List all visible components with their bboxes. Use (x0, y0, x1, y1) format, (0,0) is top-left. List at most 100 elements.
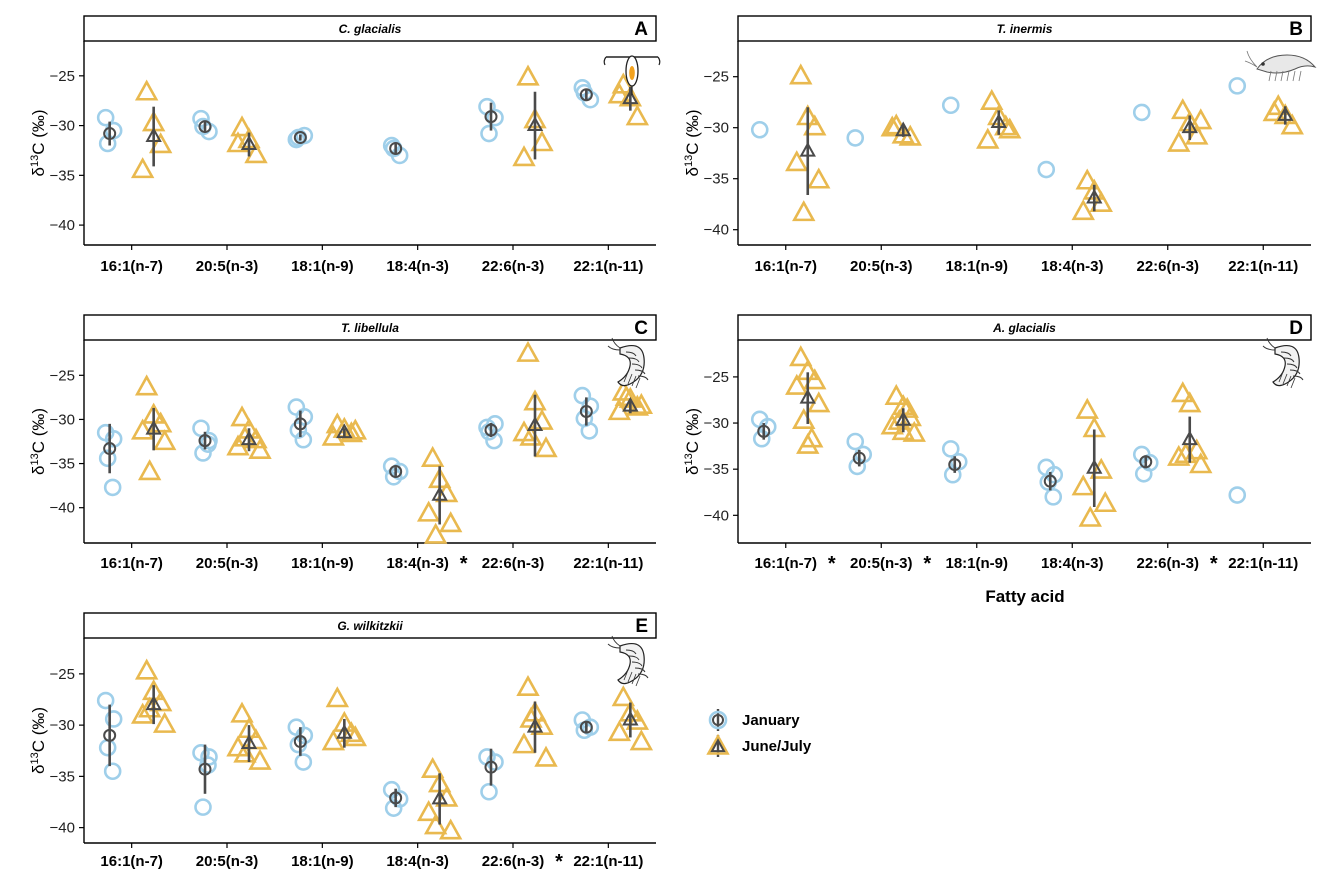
january-mean (293, 735, 307, 749)
june-july-point (1075, 168, 1099, 190)
june-july-point (1089, 457, 1113, 479)
june-july-point (148, 411, 173, 433)
x-tick-label: 22:6(n-3) (482, 555, 545, 572)
y-tick-label: −40 (50, 217, 75, 234)
january-mean (293, 131, 307, 145)
june-july-point (130, 418, 155, 440)
june-july-mean (145, 127, 162, 142)
january-point (98, 449, 117, 468)
june-july-point (1262, 100, 1286, 122)
june-july-point (343, 418, 368, 440)
y-axis-title: δ13C (‰) (683, 408, 702, 475)
june-july-point (516, 64, 540, 86)
june-july-mean (622, 89, 639, 105)
panel-E: G. wilkitzkii E −25 −30 −35 −40 16:1(n-7) 20:5(… (29, 612, 657, 870)
january-point (98, 134, 117, 153)
january-point (103, 762, 122, 781)
june-july-point (530, 130, 554, 152)
june-july-point (1167, 444, 1191, 466)
x-tick-label: 22:1(n-11) (1228, 258, 1298, 275)
amphipod-icon (1262, 337, 1304, 389)
june-july-point (629, 729, 654, 751)
panel-letter: B (1289, 19, 1303, 40)
y-tick-label: −25 (704, 369, 729, 386)
x-tick-label: 22:1(n-11) (1228, 555, 1298, 572)
june-july-point (980, 88, 1004, 110)
amphipod-icon (607, 635, 649, 687)
january-point (750, 120, 769, 139)
june-july-point (803, 368, 827, 390)
panel-letter: D (1289, 318, 1303, 339)
january-point (1037, 160, 1056, 179)
june-july-point (1189, 108, 1213, 130)
january-point (194, 444, 212, 462)
panel-D: A. glacialis D −25 −30 −35 −40 16:1(n-7) * 20:5(… (683, 314, 1312, 575)
y-tick-label: −30 (50, 411, 75, 428)
copepod-icon (603, 55, 661, 95)
january-point (485, 431, 503, 450)
x-tick-label: 22:1(n-11) (573, 555, 643, 572)
june-july-point (420, 445, 445, 467)
january-mean (579, 720, 593, 734)
significance-star: * (555, 851, 563, 870)
x-axis-title: Fatty acid (985, 587, 1064, 606)
june-july-point (1071, 474, 1095, 496)
legend-triangle-mean-icon (710, 738, 726, 753)
x-tick-label: 16:1(n-7) (100, 555, 163, 572)
january-mean (484, 110, 498, 124)
june-july-point (516, 340, 540, 362)
june-july-mean (526, 717, 544, 733)
june-july-point (884, 113, 908, 135)
panel-letter: A (634, 19, 648, 40)
y-tick-label: −35 (50, 167, 75, 184)
june-july-point (1171, 381, 1195, 403)
june-july-point (789, 63, 813, 85)
june-july-mean (1277, 106, 1294, 121)
y-tick-label: −40 (704, 507, 729, 524)
january-point (294, 753, 313, 771)
january-point (103, 478, 122, 497)
y-tick-label: −40 (50, 500, 75, 517)
y-tick-label: −30 (50, 118, 75, 135)
june-july-point (607, 720, 632, 742)
june-july-point (512, 145, 536, 167)
x-tick-label: 16:1(n-7) (100, 258, 163, 275)
june-july-point (1178, 391, 1202, 413)
x-tick-label: 20:5(n-3) (850, 555, 913, 572)
x-tick-label: 18:1(n-9) (291, 555, 354, 572)
june-july-point (1167, 130, 1191, 152)
x-tick-label: 18:4(n-3) (386, 853, 449, 870)
january-point (294, 430, 313, 449)
june-july-point (230, 115, 254, 137)
x-tick-label: 20:5(n-3) (196, 258, 259, 275)
legend-label: January (742, 712, 800, 729)
june-july-point (339, 721, 364, 743)
january-point (752, 429, 771, 448)
january-mean (1139, 455, 1153, 469)
june-july-point (130, 702, 155, 724)
january-point (480, 124, 498, 143)
y-tick-label: −25 (50, 68, 75, 85)
june-july-point (416, 799, 441, 822)
june-july-mean (431, 486, 448, 501)
june-july-point (785, 373, 809, 395)
y-tick-label: −25 (704, 69, 729, 86)
legend-label: June/July (742, 738, 812, 755)
y-tick-label: −40 (704, 222, 729, 239)
january-mean (293, 417, 307, 431)
june-july-point (230, 701, 254, 723)
june-july-point (134, 658, 159, 680)
june-july-point (1189, 452, 1213, 474)
panel-letter: C (634, 318, 648, 339)
january-point (194, 798, 212, 816)
january-point (941, 440, 960, 458)
june-july-point (1185, 123, 1209, 145)
january-point (580, 422, 599, 440)
june-july-mean (145, 695, 162, 711)
y-tick-label: −30 (50, 717, 75, 734)
june-july-mean (990, 113, 1007, 129)
june-july-point (1093, 490, 1117, 513)
june-july-point (516, 674, 540, 697)
x-tick-label: 18:4(n-3) (1041, 258, 1104, 275)
june-july-point (230, 405, 254, 427)
